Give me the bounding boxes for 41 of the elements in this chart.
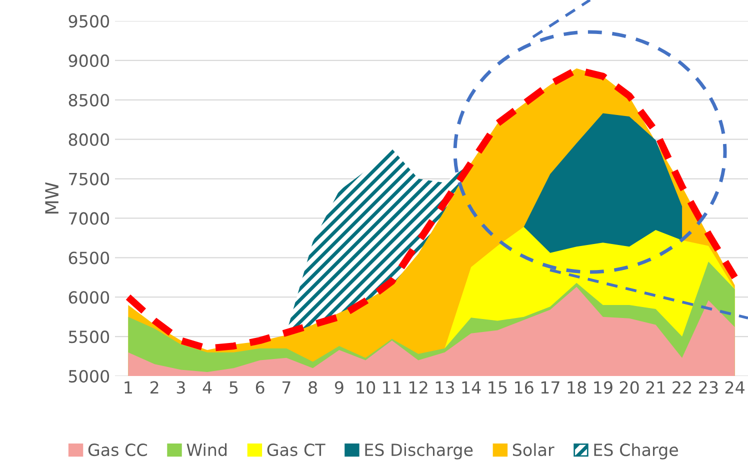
x-tick-label: 1 [124, 381, 132, 394]
legend-label: Solar [512, 443, 554, 456]
x-tick-label: 19 [594, 381, 612, 394]
y-tick-label: 7500 [69, 172, 110, 186]
y-tick-label: 6500 [68, 252, 110, 264]
x-tick-label: 6 [256, 381, 264, 394]
legend-label: Gas CT [267, 444, 326, 456]
x-tick-label: 15 [488, 381, 507, 394]
y-tick-label: 6000 [68, 291, 110, 304]
x-tick-label: 4 [202, 381, 212, 394]
y-tick-label: 8000 [68, 133, 110, 146]
x-tick-label: 13 [436, 381, 454, 394]
legend-label: Gas CC [88, 444, 147, 456]
x-tick-label: 24 [725, 381, 744, 394]
y-tick-label: 9500 [68, 14, 110, 28]
x-tick-label: 14 [462, 381, 481, 394]
x-tick-label: 10 [356, 381, 376, 394]
y-tick-label: 9000 [68, 54, 110, 68]
x-tick-label: 17 [541, 381, 560, 394]
y-tick-label: 5500 [69, 330, 110, 344]
y-tick-label: 7000 [69, 212, 110, 225]
x-tick-label: 2 [150, 381, 158, 394]
x-tick-label: 8 [308, 381, 317, 394]
x-tick-label: 5 [230, 381, 238, 394]
legend-label: ES Charge [594, 443, 678, 460]
x-tick-label: 20 [620, 381, 639, 394]
legend-label: Wind [186, 443, 227, 456]
x-tick-label: 16 [515, 381, 534, 394]
x-tick-label: 9 [334, 381, 344, 394]
y-axis-title: MW [45, 182, 58, 214]
x-tick-label: 11 [383, 381, 401, 394]
y-tick-label: 5000 [69, 370, 110, 383]
legend-label: ES Discharge [365, 443, 473, 460]
x-tick-label: 7 [282, 381, 290, 394]
x-tick-label: 21 [646, 381, 665, 394]
x-tick-label: 22 [672, 381, 691, 394]
x-tick-label: 12 [410, 381, 428, 394]
x-tick-label: 18 [568, 381, 586, 394]
x-tick-label: 23 [699, 381, 718, 394]
x-tick-label: 3 [176, 381, 185, 394]
y-tick-label: 8500 [68, 94, 110, 106]
